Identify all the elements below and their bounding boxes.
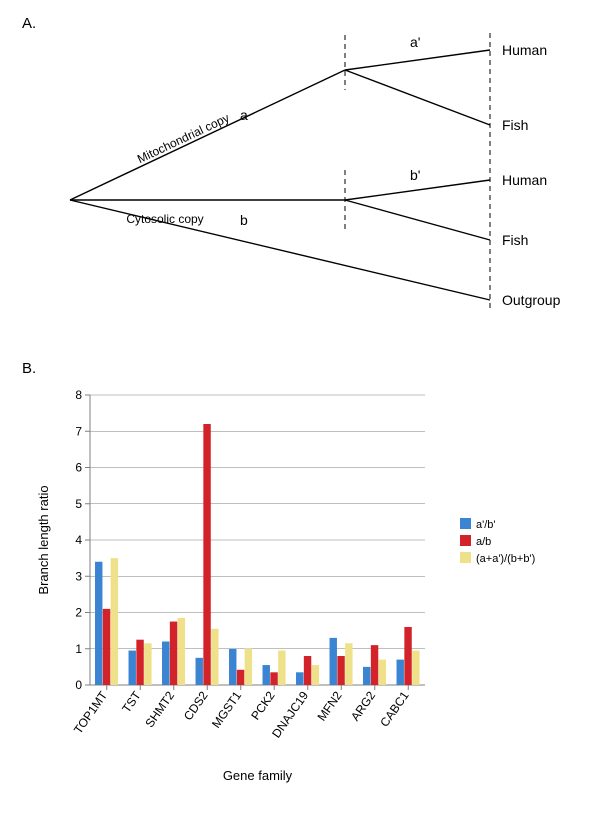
- bar: [229, 649, 236, 685]
- bar: [196, 658, 203, 685]
- bar: [379, 660, 386, 685]
- svg-text:1: 1: [75, 642, 82, 656]
- bar: [203, 424, 210, 685]
- bar: [371, 645, 378, 685]
- legend-label: a/b: [476, 536, 491, 548]
- x-axis-label: Gene family: [223, 768, 293, 783]
- svg-text:5: 5: [75, 497, 82, 511]
- svg-text:CDS2: CDS2: [181, 688, 211, 723]
- bar: [312, 665, 319, 685]
- bar: [245, 649, 252, 685]
- bar: [136, 640, 143, 685]
- bar: [237, 670, 244, 685]
- legend-swatch: [460, 535, 471, 546]
- svg-text:6: 6: [75, 461, 82, 475]
- bar: [363, 667, 370, 685]
- svg-text:Cytosolic copy: Cytosolic copy: [126, 212, 203, 226]
- bar: [211, 629, 218, 685]
- svg-text:Human: Human: [502, 42, 547, 58]
- phylogeny-tree: a a' b b' Mitochondrial copy Cytosolic copy Hu…: [15, 25, 585, 335]
- svg-text:Outgroup: Outgroup: [502, 292, 561, 308]
- bar: [95, 562, 102, 685]
- svg-text:2: 2: [75, 606, 82, 620]
- bar: [296, 672, 303, 685]
- bar: [412, 651, 419, 685]
- svg-text:b: b: [240, 212, 248, 228]
- svg-text:Fish: Fish: [502, 117, 528, 133]
- y-axis-label: Branch length ratio: [36, 485, 51, 594]
- svg-text:MGST1: MGST1: [209, 688, 244, 730]
- bar: [404, 627, 411, 685]
- svg-text:Mitochondrial copy: Mitochondrial copy: [135, 111, 231, 166]
- svg-text:b': b': [410, 167, 420, 183]
- svg-text:PCK2: PCK2: [248, 688, 278, 722]
- svg-text:Human: Human: [502, 172, 547, 188]
- legend-swatch: [460, 518, 471, 529]
- svg-text:TST: TST: [119, 688, 144, 715]
- legend-label: (a+a')/(b+b'): [476, 553, 535, 565]
- bar: [330, 638, 337, 685]
- svg-text:0: 0: [75, 678, 82, 692]
- panel-b-label: B.: [22, 360, 36, 377]
- bar: [144, 643, 151, 685]
- bar: [170, 622, 177, 685]
- bar: [111, 558, 118, 685]
- bar: [397, 660, 404, 685]
- bar: [345, 643, 352, 685]
- svg-text:7: 7: [75, 424, 82, 438]
- bar: [337, 656, 344, 685]
- bar: [162, 642, 169, 686]
- svg-text:SHMT2: SHMT2: [142, 688, 177, 730]
- svg-text:a': a': [410, 34, 420, 50]
- bar: [304, 656, 311, 685]
- svg-text:3: 3: [75, 569, 82, 583]
- bar: [178, 618, 185, 685]
- svg-text:TOP1MT: TOP1MT: [71, 688, 111, 736]
- svg-text:ARG2: ARG2: [348, 688, 378, 723]
- svg-text:8: 8: [75, 388, 82, 402]
- legend-swatch: [460, 552, 471, 563]
- bar: [129, 651, 136, 685]
- svg-text:a: a: [240, 107, 248, 123]
- bar: [103, 609, 110, 685]
- svg-text:MFN2: MFN2: [314, 688, 344, 723]
- svg-text:CABC1: CABC1: [377, 688, 412, 729]
- bar: [270, 672, 277, 685]
- svg-text:Fish: Fish: [502, 232, 528, 248]
- bar: [278, 651, 285, 685]
- svg-text:4: 4: [75, 533, 82, 547]
- branch-length-chart: 012345678TOP1MTTSTSHMT2CDS2MGST1PCK2DNAJ…: [20, 380, 580, 820]
- legend-label: a'/b': [476, 519, 496, 531]
- bar: [263, 665, 270, 685]
